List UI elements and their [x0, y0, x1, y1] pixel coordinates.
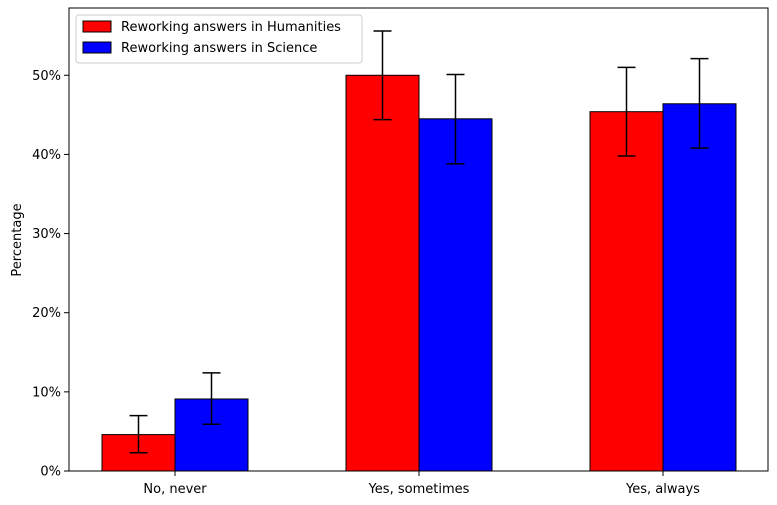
bar-humanities-yes-always — [589, 111, 664, 472]
legend-swatch-humanities — [82, 20, 112, 33]
y-tick-label: 20% — [32, 306, 61, 321]
x-tick-label-yes-sometimes: Yes, sometimes — [368, 482, 470, 497]
y-tick-label: 10% — [32, 385, 61, 400]
y-tick-label: 40% — [32, 148, 61, 163]
legend: Reworking answers in Humanities Reworkin… — [75, 14, 363, 64]
bar-humanities-yes-sometimes — [345, 74, 420, 472]
error-bar-science-yes-always — [690, 57, 709, 149]
x-tick-label-yes-always: Yes, always — [625, 482, 700, 497]
y-tick-label: 0% — [40, 465, 61, 480]
error-bar-humanities-yes-always — [617, 66, 636, 157]
error-bar-science-yes-sometimes — [446, 73, 465, 165]
x-axis: No, never Yes, sometimes Yes, always — [143, 471, 700, 497]
bar-science-yes-sometimes — [418, 118, 493, 472]
legend-label-science: Reworking answers in Science — [121, 41, 317, 56]
y-tick-label: 50% — [32, 69, 61, 84]
bars-layer — [101, 74, 737, 472]
y-axis-label: Percentage — [10, 203, 25, 276]
legend-swatch-science — [82, 41, 112, 54]
error-bar-science-no-never — [202, 372, 221, 426]
error-bars-layer — [129, 30, 709, 454]
y-axis: 0% 10% 20% 30% 40% 50% — [32, 69, 69, 480]
legend-label-humanities: Reworking answers in Humanities — [121, 20, 341, 35]
error-bar-humanities-no-never — [129, 414, 148, 454]
legend-box — [75, 14, 363, 64]
y-tick-label: 30% — [32, 227, 61, 242]
bar-science-yes-always — [662, 103, 737, 472]
x-tick-label-no-never: No, never — [143, 482, 207, 497]
error-bar-humanities-yes-sometimes — [373, 30, 392, 121]
